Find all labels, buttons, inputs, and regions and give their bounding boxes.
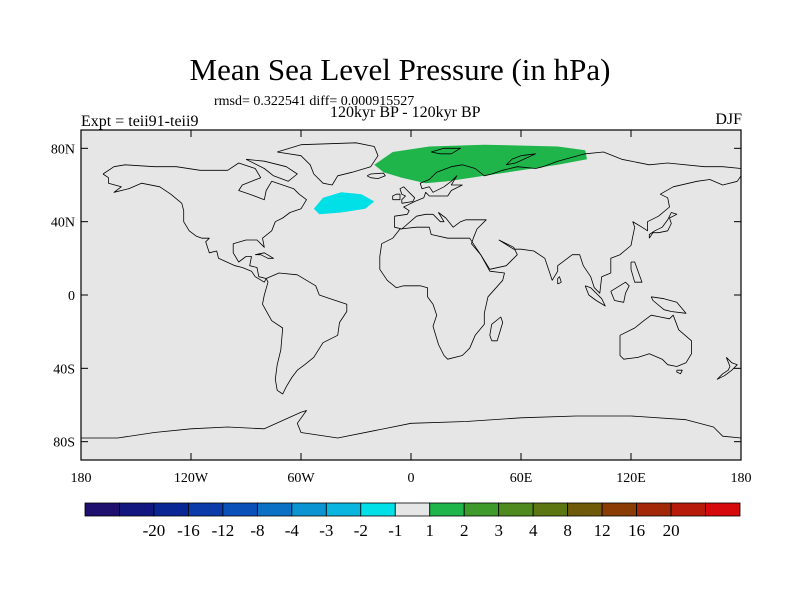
lat-tick-label: 40N	[51, 216, 75, 231]
colorbar-swatch	[463, 502, 500, 517]
colorbar-swatch	[670, 502, 706, 517]
colorbar-swatch	[256, 502, 293, 517]
lon-tick-label: 120E	[616, 471, 646, 486]
colorbar-swatch	[188, 502, 224, 517]
colorbar-label: 8	[563, 521, 572, 540]
coastline-antarctica	[81, 410, 742, 439]
coastline-north-america	[102, 162, 307, 283]
lat-tick-label: 80S	[53, 436, 75, 451]
colorbar-label: 2	[460, 521, 469, 540]
lon-tick-label: 0	[408, 471, 415, 486]
coastline-svalbard	[431, 147, 461, 155]
colorbar-label: 3	[494, 521, 503, 540]
colorbar-label: -1	[388, 521, 402, 540]
colorbar-label: 20	[663, 521, 680, 540]
coastline-new-guinea	[650, 296, 687, 314]
coastline-taiwan-philippines	[630, 261, 643, 283]
lat-tick-label: 80N	[51, 142, 75, 157]
colorbar-label: 16	[628, 521, 645, 540]
anomaly-north-atlantic-negative	[313, 192, 375, 215]
map-title: Mean Sea Level Pressure (in hPa)	[189, 52, 611, 87]
coastline-africa	[379, 226, 505, 360]
lat-tick-label: 40S	[53, 362, 75, 377]
colorbar-swatch	[601, 502, 637, 517]
colorbar-swatch	[153, 502, 189, 517]
coastline-iceland	[366, 172, 386, 179]
colorbar-swatch	[360, 502, 396, 517]
coastline-new-zealand	[716, 357, 738, 380]
colorbar-label: -20	[143, 521, 166, 540]
lon-tick-label: 60E	[510, 471, 533, 486]
colorbar-swatch	[429, 502, 465, 517]
axis-tick-labels: 80N 40N 0 40S 80S 180 120W 60W 0 60E 120E 180	[51, 142, 752, 486]
lon-tick-label: 180	[731, 471, 752, 486]
coastline-tasmania	[676, 369, 683, 375]
coastline-sri-lanka	[557, 276, 562, 285]
colorbar-label: 12	[594, 521, 611, 540]
colorbar-swatch	[532, 502, 569, 517]
colorbar-swatch	[325, 502, 362, 517]
colorbar-swatch	[705, 502, 741, 517]
colorbar-swatch	[84, 502, 120, 517]
coastline-borneo	[610, 281, 630, 303]
colorbar-swatch	[498, 502, 534, 517]
coastline-south-america	[262, 272, 348, 395]
coastline-sumatra	[584, 285, 606, 307]
coastline-australia	[619, 314, 692, 367]
period-label: 120kyr BP - 120kyr BP	[330, 104, 481, 121]
colorbar-swatch	[394, 502, 431, 517]
coastlines	[81, 142, 742, 439]
axis-ticks	[80, 130, 742, 460]
colorbar-label: -3	[319, 521, 333, 540]
map-background	[81, 130, 741, 460]
colorbar-swatch	[567, 502, 603, 517]
experiment-label: Expt = teii91-teii9	[81, 113, 199, 130]
coastline-japan	[648, 212, 678, 239]
coastline-baffin-island	[245, 158, 298, 182]
colorbar-swatch	[119, 502, 155, 517]
coastline-great-britain	[399, 186, 416, 204]
colorbar-swatch	[222, 502, 258, 517]
season-label: DJF	[715, 111, 742, 128]
colorbar: -20 -16 -12 -8 -4 -3 -2 -1 1 2 3 4 8 12 16 20	[84, 502, 741, 540]
colorbar-label: -12	[212, 521, 235, 540]
coastline-novaya-zemlya	[506, 153, 537, 166]
lon-tick-label: 120W	[174, 471, 209, 486]
colorbar-label: -16	[177, 521, 200, 540]
rmsd-diff-stats: rmsd= 0.322541 diff= 0.000915527	[214, 94, 415, 109]
coastline-madagascar	[489, 316, 504, 342]
coastline-cuba	[255, 252, 274, 259]
colorbar-label: 1	[425, 521, 434, 540]
coastline-greenland	[277, 142, 379, 186]
coastline-ireland	[392, 193, 401, 201]
colorbar-label: -2	[354, 521, 368, 540]
coastline-eurasia	[394, 151, 742, 294]
colorbar-label: -8	[250, 521, 264, 540]
lon-tick-label: 180	[71, 471, 92, 486]
colorbar-label: -4	[285, 521, 300, 540]
colorbar-label: 4	[529, 521, 538, 540]
lon-tick-label: 60W	[287, 471, 315, 486]
lat-tick-label: 0	[68, 289, 75, 304]
colorbar-swatch	[291, 502, 327, 517]
colorbar-swatch	[636, 502, 672, 517]
